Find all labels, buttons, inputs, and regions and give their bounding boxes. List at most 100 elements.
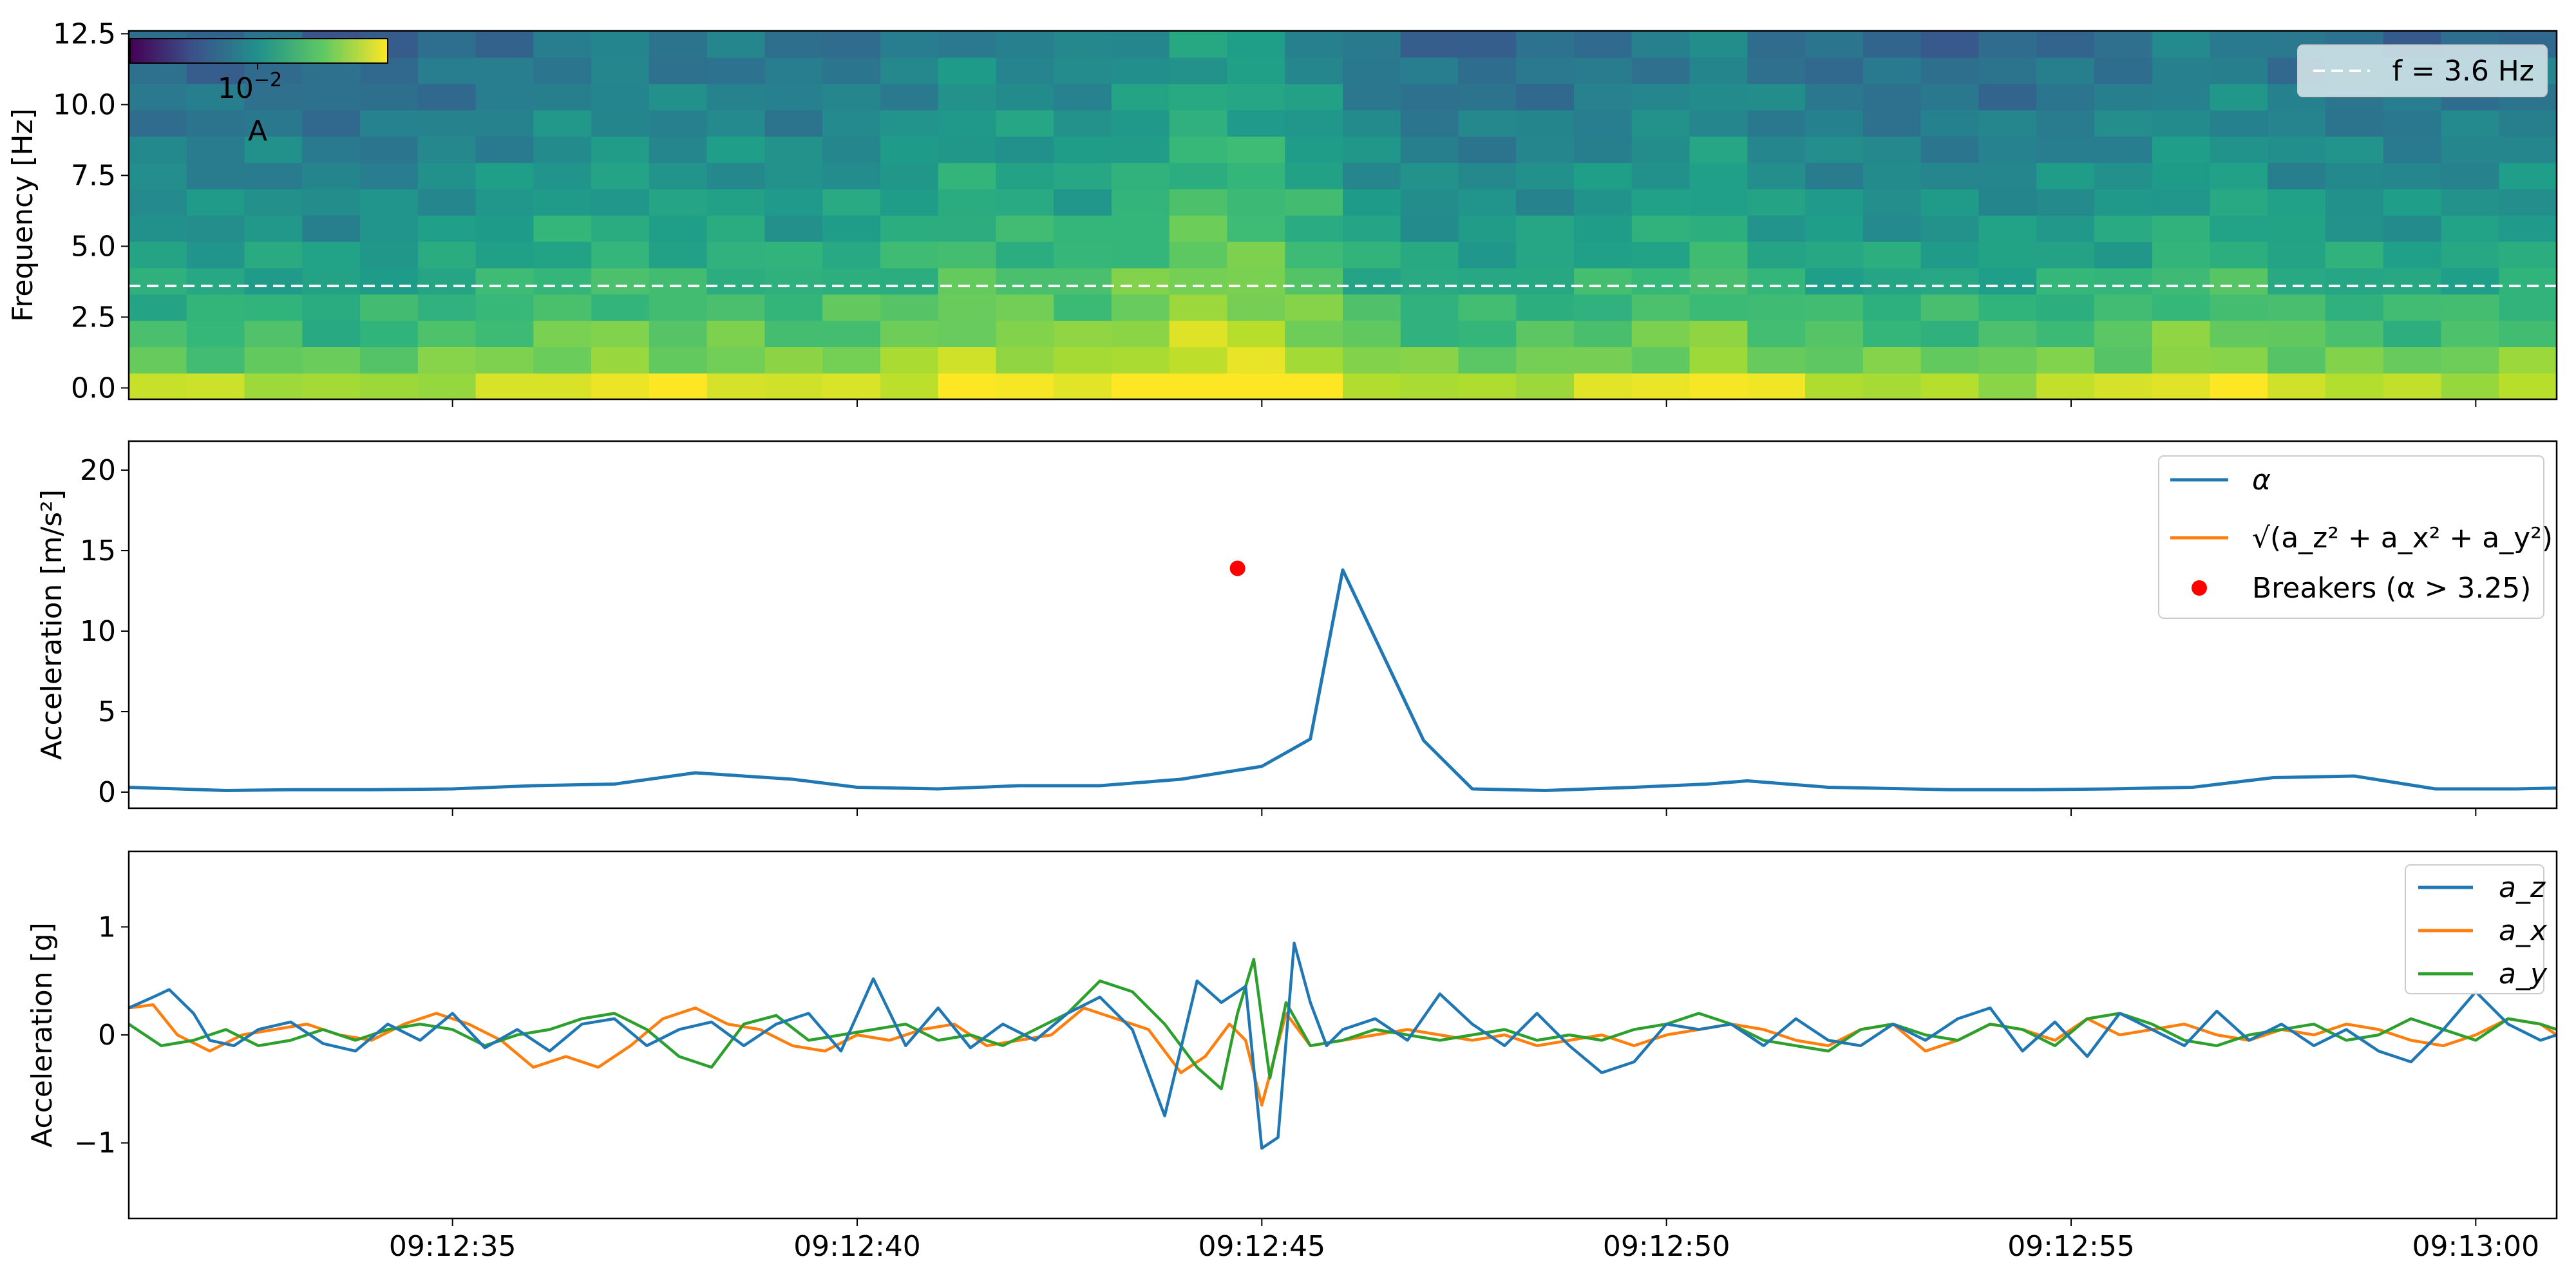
spectrogram-cell	[1285, 57, 1343, 84]
spectrogram-cell	[244, 215, 303, 242]
spectrogram-cell	[1574, 320, 1633, 348]
spectrogram-cell	[1574, 136, 1633, 164]
spectrogram-cell	[1747, 346, 1806, 374]
spectrogram-cell	[996, 267, 1054, 295]
spectrogram-cell	[2383, 136, 2442, 164]
spectrogram-cell	[649, 83, 708, 111]
spectrogram-cell	[2094, 57, 2153, 84]
spectrogram-cell	[591, 136, 650, 164]
spectrogram-cell	[1516, 162, 1575, 189]
spectrogram-cell	[822, 109, 881, 137]
spectrogram-cell	[591, 83, 650, 111]
spectrogram-cell	[417, 241, 477, 269]
spectrogram-cell	[360, 83, 419, 111]
spectrogram-cell	[1227, 83, 1286, 111]
spectrogram-cell	[129, 109, 187, 137]
spectrogram-cell	[2383, 373, 2442, 400]
spectrogram-cell	[1689, 346, 1748, 374]
spectrogram-cell	[186, 320, 245, 348]
spectrogram-cell	[129, 83, 187, 111]
spectrogram-cell	[1227, 215, 1286, 242]
spectrogram-cell	[1978, 267, 2037, 295]
spectrogram-y-tick-label: 10.0	[53, 88, 116, 121]
spectrogram-cell	[1747, 373, 1806, 400]
spectrogram-cell	[1285, 267, 1343, 295]
spectrogram-cell	[129, 346, 187, 374]
spectrogram-cell	[1747, 57, 1806, 84]
spectrogram-cell	[244, 189, 303, 216]
spectrogram-cell	[533, 136, 592, 164]
spectrogram-cell	[2268, 320, 2326, 348]
components-y-tick-label: 0	[98, 1019, 116, 1052]
spectrogram-cell	[1285, 136, 1343, 164]
spectrogram-cell	[2152, 241, 2211, 269]
spectrogram-cell	[2268, 241, 2326, 269]
spectrogram-cell	[880, 320, 939, 348]
spectrogram-cell	[649, 136, 708, 164]
alpha-y-tick-label: 5	[98, 696, 116, 728]
spectrogram-cell	[2268, 373, 2326, 400]
spectrogram-cell	[1862, 373, 1922, 400]
spectrogram-cell	[1400, 320, 1459, 348]
spectrogram-cell	[1689, 136, 1748, 164]
spectrogram-cell	[129, 320, 187, 348]
spectrogram-cell	[2325, 215, 2384, 242]
spectrogram-cell	[706, 83, 766, 111]
spectrogram-cell	[996, 83, 1054, 111]
spectrogram-cell	[360, 189, 419, 216]
spectrogram-cell	[996, 162, 1054, 189]
spectrogram-cell	[706, 241, 766, 269]
spectrogram-cell	[1978, 109, 2037, 137]
spectrogram-cell	[2094, 31, 2153, 58]
spectrogram-cell	[880, 162, 939, 189]
spectrogram-cell	[1227, 294, 1286, 321]
spectrogram-cell	[1054, 267, 1112, 295]
components-legend-box	[2405, 864, 2544, 994]
spectrogram-cell	[1516, 241, 1575, 269]
spectrogram-cell	[1747, 267, 1806, 295]
spectrogram-cell	[1400, 215, 1459, 242]
spectrogram-cell	[1747, 109, 1806, 137]
spectrogram-cell	[2210, 267, 2268, 295]
spectrogram-cell	[2383, 294, 2442, 321]
spectrogram-cell	[1689, 373, 1748, 400]
spectrogram-cell	[1054, 189, 1112, 216]
spectrogram-cell	[2036, 189, 2095, 216]
spectrogram-cell	[1054, 162, 1112, 189]
spectrogram-cell	[1805, 241, 1864, 269]
spectrogram-cell	[302, 373, 361, 400]
spectrogram-cell	[186, 189, 245, 216]
spectrogram-cell	[302, 162, 361, 189]
spectrogram-cell	[1458, 109, 1517, 137]
spectrogram-cell	[649, 31, 708, 58]
spectrogram-cell	[1458, 83, 1517, 111]
spectrogram-cell	[417, 346, 477, 374]
spectrogram-cell	[2152, 346, 2211, 374]
spectrogram-cell	[1054, 346, 1112, 374]
spectrogram-cell	[2499, 294, 2557, 321]
spectrogram-cell	[2499, 215, 2557, 242]
spectrogram-cells	[129, 31, 2557, 400]
spectrogram-cell	[1054, 57, 1112, 84]
spectrogram-cell	[360, 373, 419, 400]
spectrogram-cell	[1169, 215, 1228, 242]
spectrogram-cell	[302, 346, 361, 374]
spectrogram-cell	[938, 109, 997, 137]
spectrogram-cell	[1516, 267, 1575, 295]
spectrogram-cell	[2094, 267, 2153, 295]
spectrogram-cell	[2441, 189, 2500, 216]
spectrogram-legend-box	[2297, 44, 2548, 97]
spectrogram-cell	[533, 267, 592, 295]
spectrogram-cell	[475, 162, 535, 189]
spectrogram-cell	[1458, 57, 1517, 84]
spectrogram-cell	[591, 320, 650, 348]
spectrogram-cell	[1805, 346, 1864, 374]
spectrogram-cell	[880, 31, 939, 58]
spectrogram-cell	[1574, 162, 1633, 189]
spectrogram-cell	[129, 294, 187, 321]
spectrogram-cell	[1343, 294, 1401, 321]
spectrogram-cell	[1111, 215, 1170, 242]
spectrogram-cell	[2036, 136, 2095, 164]
spectrogram-cell	[533, 241, 592, 269]
